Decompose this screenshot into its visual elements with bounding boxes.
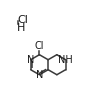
Text: H: H (17, 23, 25, 33)
Text: N: N (27, 55, 34, 65)
Text: Cl: Cl (17, 15, 28, 25)
Text: N: N (36, 70, 43, 80)
Text: Cl: Cl (35, 41, 44, 51)
Text: NH: NH (58, 55, 73, 65)
